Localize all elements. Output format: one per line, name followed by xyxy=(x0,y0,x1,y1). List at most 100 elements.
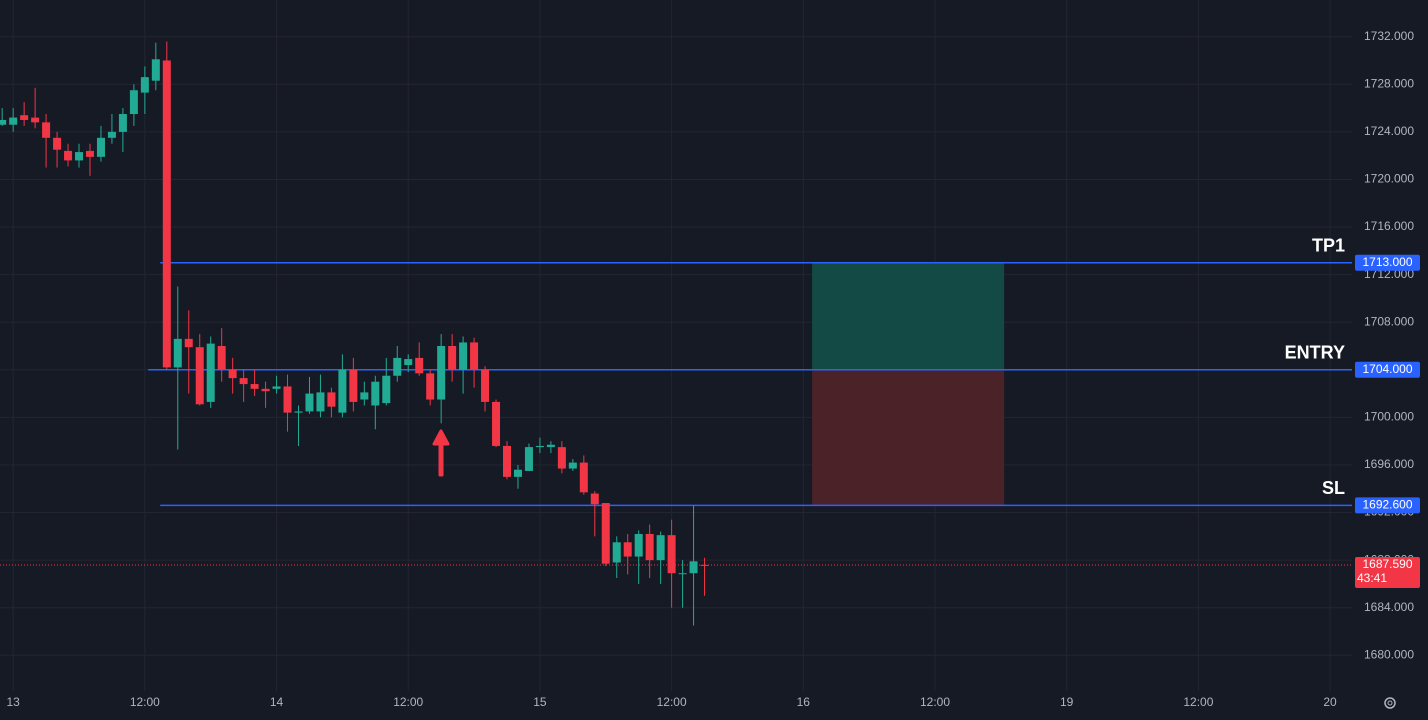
profit-zone xyxy=(812,262,1005,370)
candle-body xyxy=(700,564,709,566)
candle-body xyxy=(634,533,643,557)
candle-body xyxy=(75,152,84,161)
level-price-label: 1704.000 xyxy=(1362,362,1412,376)
candle-body xyxy=(85,150,94,157)
level-name: TP1 xyxy=(1312,235,1345,255)
candle-body xyxy=(42,122,51,138)
candle-body xyxy=(338,369,347,413)
countdown-label: 43:41 xyxy=(1357,571,1387,585)
candle-body xyxy=(404,359,413,366)
y-tick-label: 1700.000 xyxy=(1364,410,1414,424)
y-tick-label: 1728.000 xyxy=(1364,76,1414,90)
x-tick-label: 12:00 xyxy=(1183,695,1213,709)
last-price-label: 1687.590 xyxy=(1362,557,1412,571)
candle-body xyxy=(623,542,632,557)
y-tick-label: 1720.000 xyxy=(1364,172,1414,186)
candle-body xyxy=(360,392,369,400)
candle-body xyxy=(524,447,533,471)
candle-body xyxy=(206,343,215,402)
level-price-label: 1692.600 xyxy=(1362,498,1412,512)
candle-body xyxy=(415,357,424,374)
candle-body xyxy=(492,401,501,446)
y-tick-label: 1708.000 xyxy=(1364,314,1414,328)
candle-body xyxy=(283,386,292,413)
candle-body xyxy=(393,357,402,376)
candle-body xyxy=(689,561,698,574)
candle-body xyxy=(239,378,248,385)
level-price-box xyxy=(1355,254,1420,271)
x-tick-label: 20 xyxy=(1323,695,1337,709)
x-tick-label: 19 xyxy=(1060,695,1074,709)
candle-body xyxy=(426,373,435,400)
candle-body xyxy=(107,131,116,138)
candle-body xyxy=(96,137,105,157)
candle-body xyxy=(184,338,193,348)
candle-body xyxy=(173,338,182,368)
candle-body xyxy=(151,59,160,81)
x-tick-label: 13 xyxy=(6,695,20,709)
candle-body xyxy=(140,77,149,93)
y-tick-label: 1732.000 xyxy=(1364,29,1414,43)
candle-body xyxy=(327,392,336,407)
level-price-box xyxy=(1355,497,1420,514)
candle-body xyxy=(53,137,62,150)
candle-body xyxy=(261,388,270,392)
level-price-label: 1713.000 xyxy=(1362,255,1412,269)
candle-body xyxy=(437,346,446,400)
x-tick-label: 12:00 xyxy=(657,695,687,709)
candle-body xyxy=(9,117,18,125)
last-price-box xyxy=(1355,557,1420,589)
y-tick-label: 1696.000 xyxy=(1364,457,1414,471)
candle-body xyxy=(470,342,479,370)
candle-body xyxy=(195,347,204,405)
x-tick-label: 12:00 xyxy=(393,695,423,709)
candle-body xyxy=(228,369,237,379)
candle-body xyxy=(557,447,566,469)
x-tick-label: 14 xyxy=(270,695,284,709)
x-tick-label: 16 xyxy=(797,695,811,709)
candle-body xyxy=(546,444,555,448)
y-tick-label: 1724.000 xyxy=(1364,124,1414,138)
candle-body xyxy=(513,469,522,477)
level-price-box xyxy=(1355,361,1420,378)
candle-body xyxy=(371,381,380,406)
candle-body xyxy=(448,346,457,370)
candle-body xyxy=(20,115,29,120)
candle-body xyxy=(645,533,654,561)
candle-body xyxy=(612,542,621,563)
y-tick-label: 1680.000 xyxy=(1364,647,1414,661)
annotation-arrow xyxy=(432,429,450,477)
settings-icon[interactable] xyxy=(1384,697,1396,709)
candle-body xyxy=(656,535,665,561)
candle-body xyxy=(305,393,314,412)
candle-body xyxy=(118,114,127,132)
candle-body xyxy=(601,503,610,564)
candle-body xyxy=(503,445,511,477)
candle-body xyxy=(294,411,303,413)
y-tick-label: 1716.000 xyxy=(1364,219,1414,233)
candle-body xyxy=(382,375,391,404)
x-tick-label: 12:00 xyxy=(130,695,160,709)
level-name: SL xyxy=(1322,478,1345,498)
candle-body xyxy=(349,369,358,402)
candle-body xyxy=(217,346,226,370)
candle-body xyxy=(272,386,281,389)
candle-body xyxy=(129,90,138,115)
candle-body xyxy=(250,384,259,389)
candle-body xyxy=(590,493,599,505)
candle-body xyxy=(162,60,171,368)
candle-body xyxy=(568,462,577,469)
y-tick-label: 1684.000 xyxy=(1364,600,1414,614)
loss-zone xyxy=(812,369,1005,506)
candle-body xyxy=(316,392,325,412)
candle-body xyxy=(481,369,490,402)
candle-body xyxy=(667,535,676,574)
candle-body xyxy=(678,573,687,575)
candle-body xyxy=(459,342,468,370)
x-tick-label: 15 xyxy=(533,695,547,709)
candle-body xyxy=(0,119,7,125)
candle-body xyxy=(535,445,544,448)
x-tick-label: 12:00 xyxy=(920,695,950,709)
